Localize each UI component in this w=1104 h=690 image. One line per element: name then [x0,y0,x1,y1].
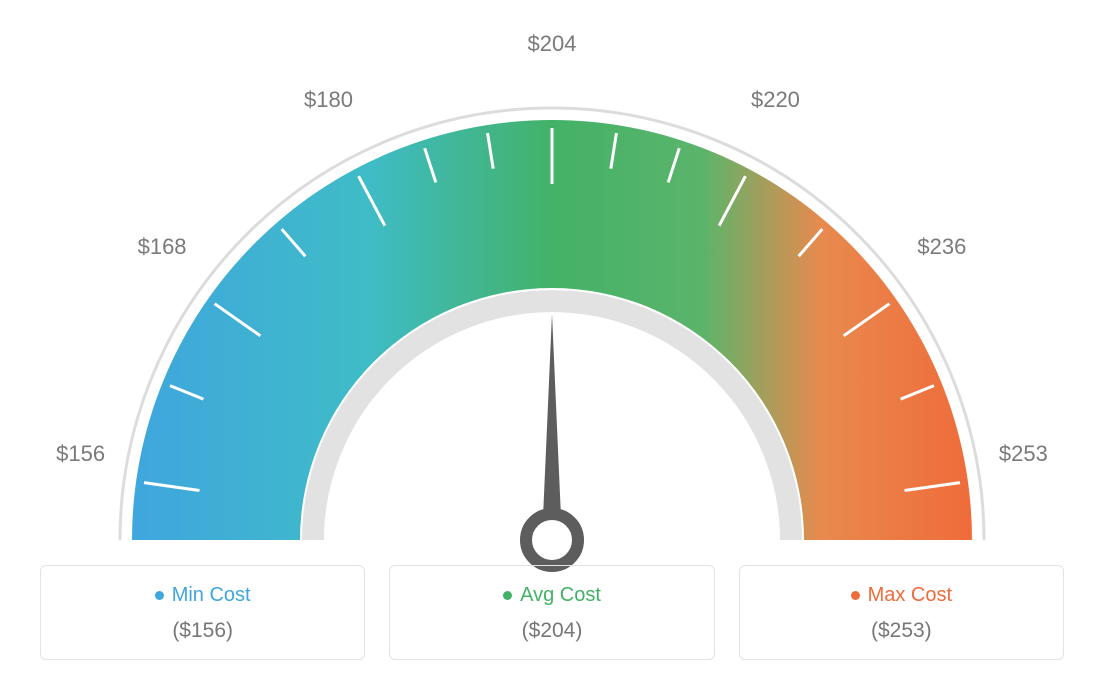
legend-title-avg: Avg Cost [503,584,601,607]
legend-card-avg: Avg Cost ($204) [389,565,714,660]
legend-label-avg: Avg Cost [520,584,601,607]
legend-value-min-real: ($156) [51,619,354,643]
legend-dot-avg [503,591,512,600]
legend-title-min: Min Cost [155,584,251,607]
legend-label-max: Max Cost [868,584,952,607]
gauge-tick-label: $180 [304,87,353,113]
gauge-tick-label: $168 [138,234,187,260]
gauge-tick-label: $220 [751,87,800,113]
gauge-tick-label: $156 [56,441,105,467]
legend-card-max: Max Cost ($253) [739,565,1064,660]
gauge-svg [0,20,1104,580]
legend-dot-min [155,591,164,600]
legend-dot-max [851,591,860,600]
legend-label-min: Min Cost [172,584,251,607]
gauge-chart: $156 $168 $180 $204 $220 $236 $253 [0,0,1104,560]
legend-card-min: Min Cost ($156) [40,565,365,660]
gauge-tick-label: $253 [999,441,1048,467]
legend-value-avg: ($204) [400,619,703,643]
legend-row: Min Cost ($156) Avg Cost ($204) Max Cost… [40,565,1064,660]
gauge-tick-label: $204 [528,31,577,57]
legend-value-max: ($253) [750,619,1053,643]
legend-title-max: Max Cost [851,584,952,607]
gauge-tick-label: $236 [917,234,966,260]
